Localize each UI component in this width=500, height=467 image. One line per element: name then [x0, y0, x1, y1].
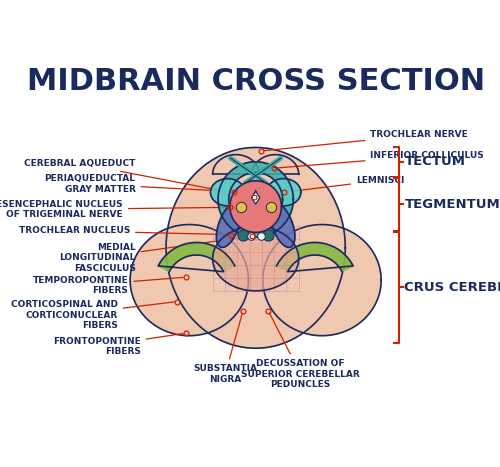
Point [236, 204, 244, 211]
Text: FRONTOPONTINE
FIBERS: FRONTOPONTINE FIBERS [53, 333, 183, 356]
Text: TROCHLEAR NERVE: TROCHLEAR NERVE [264, 130, 468, 151]
Text: PERIAQUEDUCTAL
GRAY MATTER: PERIAQUEDUCTAL GRAY MATTER [44, 174, 232, 194]
Text: CRUS CEREBRI: CRUS CEREBRI [404, 281, 500, 294]
Text: TECTUM: TECTUM [404, 156, 466, 168]
Polygon shape [266, 179, 301, 206]
Polygon shape [158, 242, 235, 272]
Text: MIDBRAIN CROSS SECTION: MIDBRAIN CROSS SECTION [26, 67, 484, 96]
Text: CEREBRAL AQUEDUCT: CEREBRAL AQUEDUCT [24, 159, 251, 197]
Polygon shape [252, 191, 260, 204]
Polygon shape [230, 181, 281, 233]
Text: INFERIOR COLLICULUS: INFERIOR COLLICULUS [276, 151, 484, 168]
Polygon shape [252, 155, 298, 174]
Point [266, 204, 274, 211]
Polygon shape [276, 242, 353, 272]
Point [256, 232, 264, 240]
Polygon shape [216, 203, 241, 248]
Text: DECUSSATION OF
SUPERIOR CEREBELLAR
PEDUNCLES: DECUSSATION OF SUPERIOR CEREBELLAR PEDUN… [241, 313, 360, 389]
Polygon shape [210, 179, 245, 206]
Text: TEGMENTUM: TEGMENTUM [404, 198, 500, 211]
Polygon shape [212, 226, 298, 291]
Text: MEDIAL
LONGITUDINAL
FASCICULUS: MEDIAL LONGITUDINAL FASCICULUS [59, 236, 250, 273]
Text: CORTICOSPINAL AND
CORTICONUCLEAR
FIBERS: CORTICOSPINAL AND CORTICONUCLEAR FIBERS [10, 300, 174, 330]
Polygon shape [212, 155, 259, 174]
Polygon shape [270, 203, 295, 248]
Text: SUBSTANTIA
NIGRA: SUBSTANTIA NIGRA [193, 313, 257, 384]
Point [246, 232, 254, 240]
Polygon shape [130, 225, 248, 336]
Polygon shape [263, 225, 381, 336]
Text: MESENCEPHALIC NUCLEUS
OF TRIGEMINAL NERVE: MESENCEPHALIC NUCLEUS OF TRIGEMINAL NERV… [0, 200, 227, 219]
Text: LEMNISCI: LEMNISCI [286, 176, 405, 192]
Text: TROCHLEAR NUCLEUS: TROCHLEAR NUCLEUS [19, 226, 228, 235]
Polygon shape [218, 162, 294, 237]
Point [239, 231, 247, 238]
Text: TEMPOROPONTINE
FIBERS: TEMPOROPONTINE FIBERS [32, 276, 183, 295]
Point [264, 231, 272, 238]
Polygon shape [166, 148, 346, 348]
